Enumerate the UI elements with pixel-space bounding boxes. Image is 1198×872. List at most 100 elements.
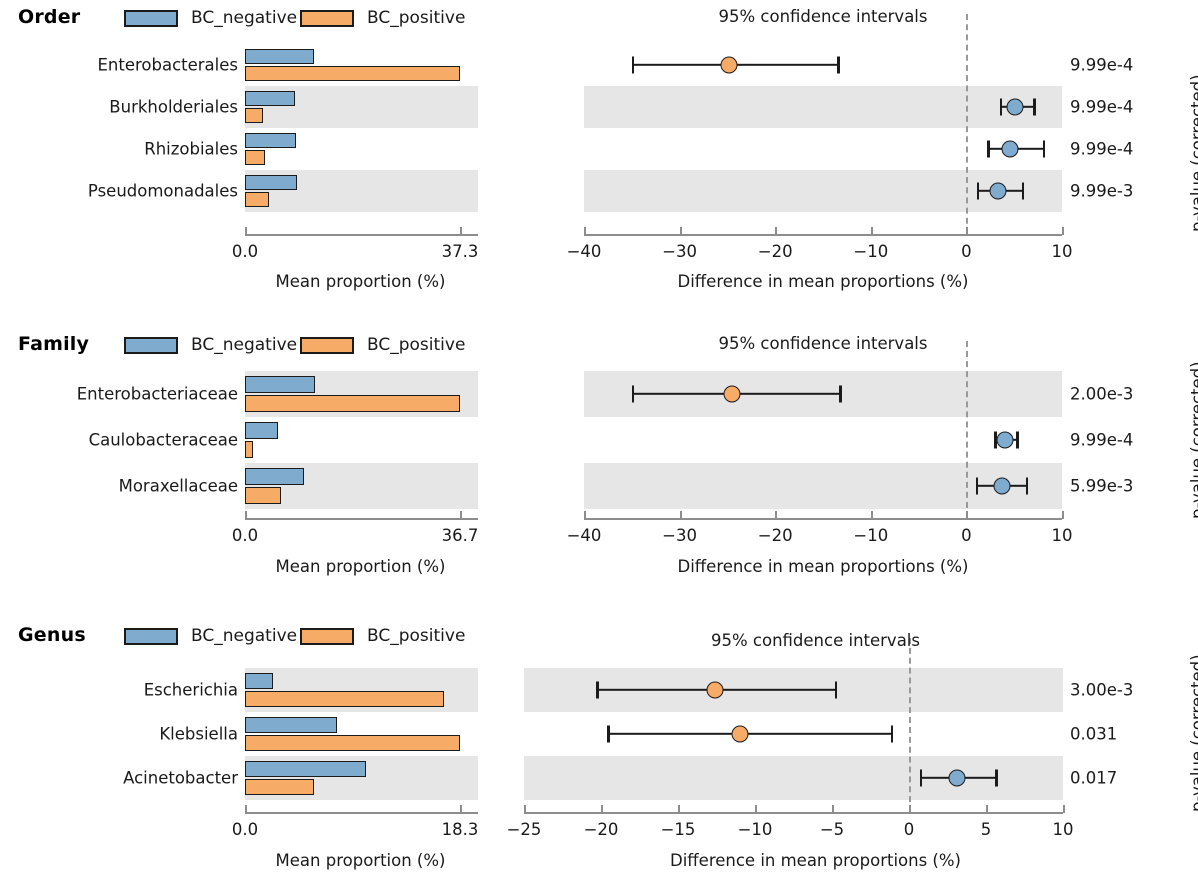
ci-axis-line xyxy=(584,234,1062,236)
legend-swatch-bc-positive xyxy=(300,627,354,645)
ci-axis-caption: Difference in mean proportions (%) xyxy=(677,557,969,576)
bar-bc-negative xyxy=(245,133,296,148)
ci-whisker xyxy=(607,732,891,736)
left-axis-ticklabel: 37.3 xyxy=(441,242,479,261)
bar-bc-positive xyxy=(245,487,282,504)
legend-item-bc_negative: BC_negative xyxy=(124,622,297,650)
bar-bc-negative xyxy=(245,673,274,689)
pvalue-label: 0.031 xyxy=(1070,724,1118,744)
bar-bc-positive xyxy=(245,150,266,165)
left-axis-tick xyxy=(245,227,247,235)
left-axis-caption: Mean proportion (%) xyxy=(275,557,446,576)
rank-title-order: Order xyxy=(18,6,81,28)
ci-axis-tick xyxy=(1062,227,1064,235)
legend-label-bc-negative: BC_negative xyxy=(191,626,298,646)
zero-reference-line xyxy=(966,341,969,518)
ci-axis-ticklabel: 0 xyxy=(903,820,915,839)
ci-axis-caption: Difference in mean proportions (%) xyxy=(677,272,969,291)
ci-axis-ticklabel: −20 xyxy=(757,526,793,545)
left-axis-line xyxy=(245,518,478,520)
ci-cap-high xyxy=(1025,477,1029,495)
category-label: Rhizobiales xyxy=(144,139,238,159)
category-label: Pseudomonadales xyxy=(87,181,238,201)
ci-axis-ticklabel: 0 xyxy=(961,526,972,545)
ci-axis-tick xyxy=(755,805,757,813)
left-axis-tick xyxy=(460,805,462,813)
ci-axis-ticklabel: −15 xyxy=(660,820,696,839)
pvalue-label: 9.99e-4 xyxy=(1070,97,1134,117)
ci-effect-dot xyxy=(1001,140,1019,158)
category-label: Caulobacteraceae xyxy=(88,430,238,450)
ci-axis-ticklabel: −10 xyxy=(853,242,889,261)
bar-bc-negative xyxy=(245,175,297,190)
ci-cap-high xyxy=(1042,140,1046,158)
ci-axis-tick xyxy=(832,805,834,813)
ci-axis-line xyxy=(524,812,1063,814)
legend-item-bc_positive: BC_positive xyxy=(300,622,465,650)
ci-axis-tick xyxy=(1063,805,1065,813)
bar-bc-positive xyxy=(245,192,270,207)
legend-item-bc_positive: BC_positive xyxy=(300,4,465,32)
ci-cap-high xyxy=(995,769,998,787)
left-axis-ticklabel: 0.0 xyxy=(231,526,259,545)
ci-effect-dot xyxy=(720,56,738,74)
left-axis-tick xyxy=(245,511,247,519)
left-axis-tick xyxy=(460,511,462,519)
bar-bc-positive xyxy=(245,735,460,751)
ci-cap-low xyxy=(975,477,979,495)
legend-swatch-bc-negative xyxy=(124,336,178,354)
pvalue-label: 9.99e-4 xyxy=(1070,430,1134,450)
left-axis-tick xyxy=(460,227,462,235)
legend-label-bc-negative: BC_negative xyxy=(191,8,298,28)
ci-effect-dot xyxy=(996,431,1014,449)
bar-bc-negative xyxy=(245,468,305,485)
category-label: Burkholderiales xyxy=(109,97,238,117)
bar-bc-negative xyxy=(245,91,295,106)
ci-panel-title: 95% confidence intervals xyxy=(718,334,928,353)
pvalue-label: 9.99e-3 xyxy=(1070,181,1134,201)
pvalue-label: 5.99e-3 xyxy=(1070,476,1134,496)
ci-cap-high xyxy=(890,725,893,743)
ci-cap-high xyxy=(1021,182,1025,200)
pvalue-label: 2.00e-3 xyxy=(1070,384,1134,404)
bar-bc-negative xyxy=(245,761,366,777)
ci-axis-ticklabel: −30 xyxy=(662,242,698,261)
left-axis-caption: Mean proportion (%) xyxy=(275,272,446,291)
ci-panel-title: 95% confidence intervals xyxy=(711,631,920,650)
ci-cap-low xyxy=(631,56,635,74)
ci-axis-tick xyxy=(524,805,526,813)
bar-bc-positive xyxy=(245,395,460,412)
ci-axis-tick xyxy=(601,805,603,813)
left-axis-caption: Mean proportion (%) xyxy=(275,851,446,870)
rank-title-family: Family xyxy=(18,333,90,355)
left-axis-ticklabel: 0.0 xyxy=(231,820,259,839)
ci-axis-ticklabel: −40 xyxy=(566,526,602,545)
ci-axis-tick xyxy=(986,805,988,813)
ci-axis-tick xyxy=(584,227,586,235)
ci-cap-high xyxy=(837,56,840,74)
ci-axis-line xyxy=(584,518,1062,520)
legend-swatch-bc-negative xyxy=(124,627,178,645)
ci-axis-ticklabel: −5 xyxy=(819,820,845,839)
ci-effect-dot xyxy=(948,769,966,787)
ci-cap-low xyxy=(976,182,980,200)
bar-bc-positive xyxy=(245,691,444,707)
bar-bc-negative xyxy=(245,376,316,393)
pvalue-label: 3.00e-3 xyxy=(1070,680,1134,700)
ci-axis-tick xyxy=(679,511,682,519)
left-axis-line xyxy=(245,812,478,814)
pvalue-label: 9.99e-4 xyxy=(1070,55,1134,75)
ci-axis-ticklabel: 0 xyxy=(961,242,972,261)
ci-effect-dot xyxy=(731,725,749,743)
legend-item-bc_positive: BC_positive xyxy=(300,331,465,359)
ci-cap-high xyxy=(1016,431,1019,449)
category-label: Escherichia xyxy=(143,680,238,700)
ci-axis-caption: Difference in mean proportions (%) xyxy=(670,851,961,870)
ci-effect-dot xyxy=(706,681,724,699)
ci-axis-ticklabel: −20 xyxy=(757,242,793,261)
ci-effect-dot xyxy=(723,385,741,403)
legend-swatch-bc-negative xyxy=(124,9,178,27)
left-axis-ticklabel: 18.3 xyxy=(441,820,479,839)
